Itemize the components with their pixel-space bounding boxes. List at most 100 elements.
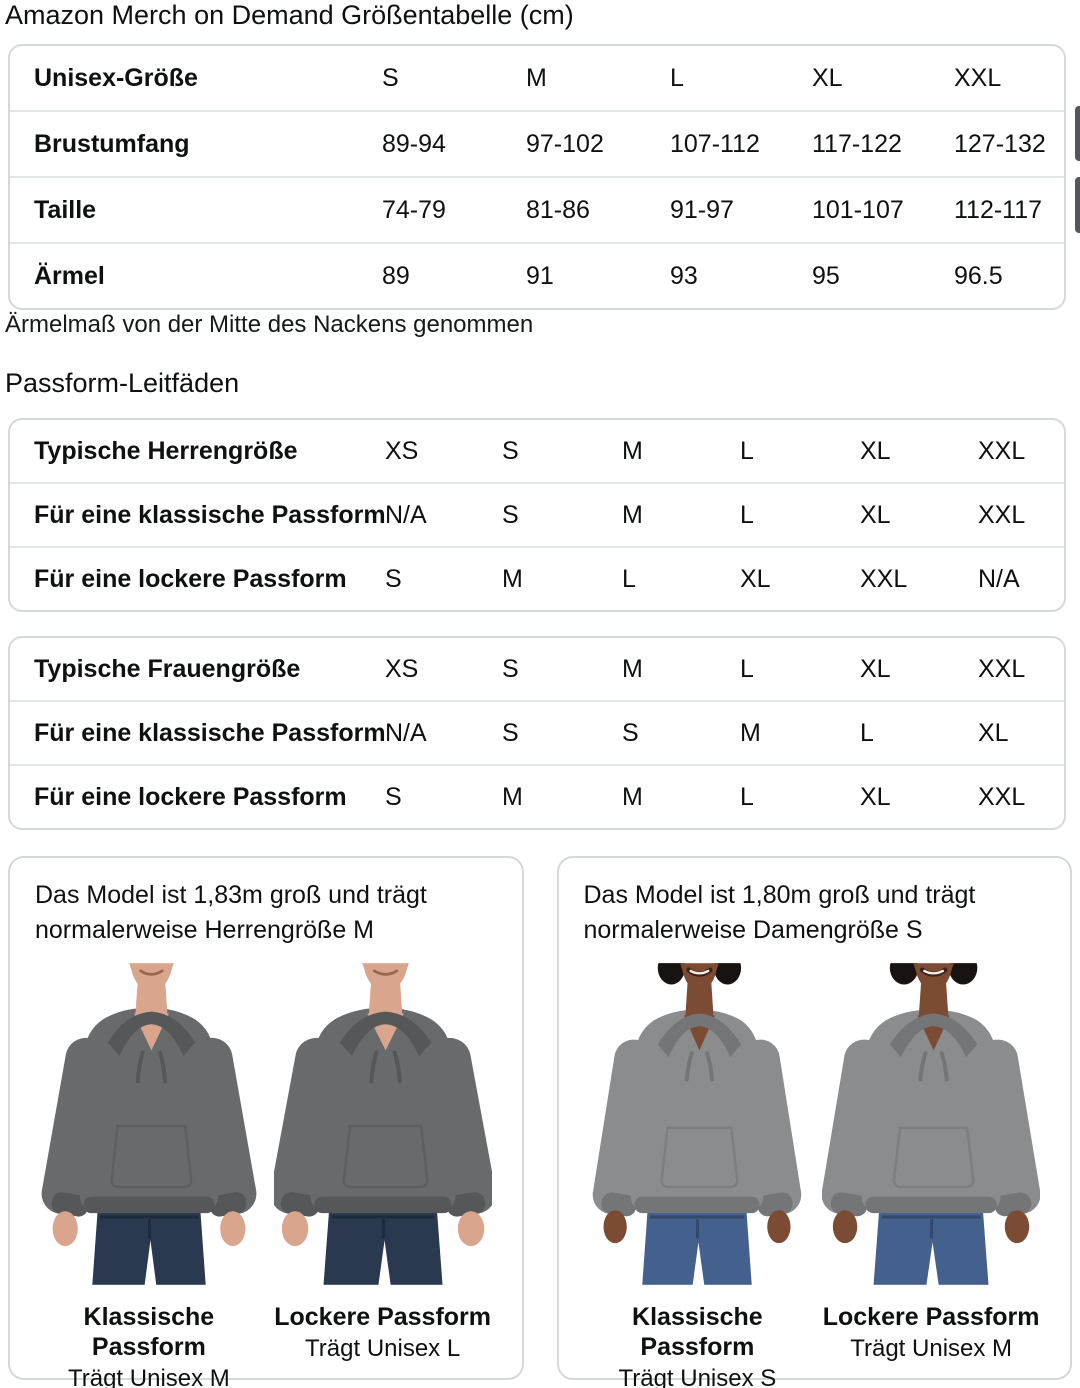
scrollbar-thumb[interactable] xyxy=(1075,177,1080,233)
cell: 96.5 xyxy=(954,242,1064,308)
cell: 93 xyxy=(670,242,812,308)
cell: XXL xyxy=(978,436,1026,465)
cell: XS xyxy=(385,436,419,465)
male-model-loose-photo xyxy=(274,958,492,1290)
row-label: Typische Herrengröße xyxy=(34,436,298,465)
cell: 91 xyxy=(526,242,670,308)
cell: XL xyxy=(860,764,978,828)
cell: 95 xyxy=(812,242,954,308)
table-row: Für eine klassische Passform N/A S S M L… xyxy=(10,700,1064,765)
row-label: Brustumfang xyxy=(10,110,382,177)
size-worn-label: Trägt Unisex M xyxy=(850,1335,1013,1362)
model-description: Das Model ist 1,80m groß und trägt norma… xyxy=(583,881,976,944)
cell: N/A xyxy=(385,482,502,547)
cell: M xyxy=(622,436,643,465)
cell: L xyxy=(740,764,860,828)
table-row: Typische Frauengröße XS S M L XL XXL xyxy=(10,638,1064,701)
cell: 127-132 xyxy=(954,110,1064,177)
figure-row: Klassische Passform Trägt Unisex S Locke… xyxy=(581,958,1049,1388)
size-worn-label: Trägt Unisex S xyxy=(618,1365,777,1388)
mens-fit-table: Typische Herrengröße XS S M L XL XXL Für… xyxy=(8,418,1066,612)
cell: XXL xyxy=(978,764,1064,828)
cell: 81-86 xyxy=(526,176,670,243)
cell: M xyxy=(622,654,643,683)
cell: 107-112 xyxy=(670,110,812,177)
row-label: Unisex-Größe xyxy=(34,63,198,92)
female-model-classic-photo xyxy=(588,958,806,1290)
table-row: Taille 74-79 81-86 91-97 101-107 112-117 xyxy=(10,176,1064,243)
cell: S xyxy=(502,436,519,465)
cell: L xyxy=(670,63,684,92)
cell: S xyxy=(385,764,502,828)
fit-label: Lockere Passform xyxy=(274,1303,492,1331)
womens-model-card: Das Model ist 1,80m groß und trägt norma… xyxy=(556,856,1072,1388)
row-label: Für eine lockere Passform xyxy=(10,546,385,610)
cell: XL xyxy=(812,63,843,92)
table-row: Für eine klassische Passform N/A S M L X… xyxy=(10,482,1064,547)
unisex-size-table: Unisex-Größe S M L XL XXL Brustumfang 89… xyxy=(8,44,1066,310)
fit-label: Klassische Passform xyxy=(632,1303,763,1361)
sleeve-measure-note: Ärmelmaß von der Mitte des Nackens genom… xyxy=(5,311,534,338)
cell: M xyxy=(502,546,622,610)
cell: S xyxy=(385,546,502,610)
table-row: Brustumfang 89-94 97-102 107-112 117-122… xyxy=(10,110,1064,177)
cell: L xyxy=(740,436,754,465)
cell: M xyxy=(526,63,547,92)
table-row: Für eine lockere Passform S M L XL XXL N… xyxy=(10,546,1064,610)
cell: XL xyxy=(860,436,891,465)
model-description: Das Model ist 1,83m groß und trägt norma… xyxy=(35,881,427,944)
cell: XXL xyxy=(954,63,1002,92)
cell: XXL xyxy=(860,546,978,610)
row-label: Für eine klassische Passform xyxy=(10,482,385,547)
cell: XXL xyxy=(978,654,1026,683)
row-label: Ärmel xyxy=(10,242,382,308)
cell: XL xyxy=(978,700,1064,765)
cell: XL xyxy=(860,654,891,683)
cell: L xyxy=(740,654,754,683)
cell: L xyxy=(740,482,860,547)
table-row: Typische Herrengröße XS S M L XL XXL xyxy=(10,420,1064,483)
cell: 117-122 xyxy=(812,110,954,177)
cell: XL xyxy=(860,482,978,547)
cell: 74-79 xyxy=(382,176,526,243)
figure-classic-fit: Klassische Passform Trägt Unisex S xyxy=(581,958,815,1388)
row-label: Für eine lockere Passform xyxy=(10,764,385,828)
cell: XXL xyxy=(978,482,1064,547)
cell: S xyxy=(502,654,519,683)
cell: S xyxy=(382,63,399,92)
row-label: Typische Frauengröße xyxy=(34,654,301,683)
size-worn-label: Trägt Unisex M xyxy=(67,1365,230,1388)
cell: N/A xyxy=(978,546,1064,610)
cell: 97-102 xyxy=(526,110,670,177)
figure-classic-fit: Klassische Passform Trägt Unisex M xyxy=(32,958,266,1388)
figure-loose-fit: Lockere Passform Trägt Unisex M xyxy=(814,958,1048,1388)
cell: M xyxy=(502,764,622,828)
size-worn-label: Trägt Unisex L xyxy=(305,1335,461,1362)
cell: XS xyxy=(385,654,419,683)
cell: L xyxy=(860,700,978,765)
womens-fit-table: Typische Frauengröße XS S M L XL XXL Für… xyxy=(8,636,1066,830)
fit-label: Klassische Passform xyxy=(83,1303,215,1361)
table-row: Unisex-Größe S M L XL XXL xyxy=(10,46,1064,111)
fit-guides-heading: Passform-Leitfäden xyxy=(5,368,240,398)
cell: 101-107 xyxy=(812,176,954,243)
mens-model-card: Das Model ist 1,83m groß und trägt norma… xyxy=(8,856,524,1388)
cell: M xyxy=(622,482,740,547)
cell: S xyxy=(622,700,740,765)
table-row: Für eine lockere Passform S M M L XL XXL xyxy=(10,764,1064,828)
cell: 89 xyxy=(382,242,526,308)
page-title: Amazon Merch on Demand Größentabelle (cm… xyxy=(5,0,574,30)
figure-loose-fit: Lockere Passform Trägt Unisex L xyxy=(266,958,500,1388)
scrollbar-thumb[interactable] xyxy=(1075,106,1080,161)
cell: S xyxy=(502,482,622,547)
female-model-loose-photo xyxy=(822,958,1040,1290)
model-cards: Das Model ist 1,83m groß und trägt norma… xyxy=(8,856,1072,1388)
cell: L xyxy=(622,546,740,610)
cell: M xyxy=(740,700,860,765)
cell: 89-94 xyxy=(382,110,526,177)
fit-label: Lockere Passform xyxy=(822,1303,1040,1331)
row-label: Taille xyxy=(10,176,382,243)
cell: 112-117 xyxy=(954,176,1064,243)
cell: M xyxy=(622,764,740,828)
